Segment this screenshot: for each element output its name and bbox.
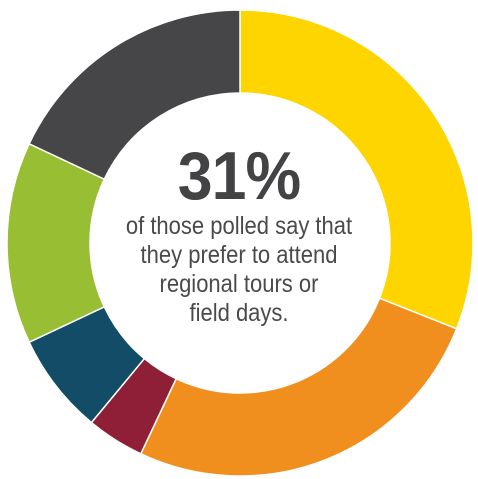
center-caption-line-4: field days.	[189, 299, 289, 327]
center-caption-line-2: they prefer to attend	[140, 241, 338, 269]
center-label: 31% of those polled say that they prefer…	[99, 140, 379, 328]
center-caption-line-1: of those polled say that	[125, 212, 353, 240]
center-percentage: 31%	[177, 138, 301, 214]
donut-slice-5	[6, 142, 106, 344]
donut-slice-1	[239, 9, 474, 330]
center-caption-line-3: regional tours or	[159, 270, 319, 298]
donut-slice-6	[28, 9, 241, 181]
donut-slice-2	[139, 297, 458, 477]
